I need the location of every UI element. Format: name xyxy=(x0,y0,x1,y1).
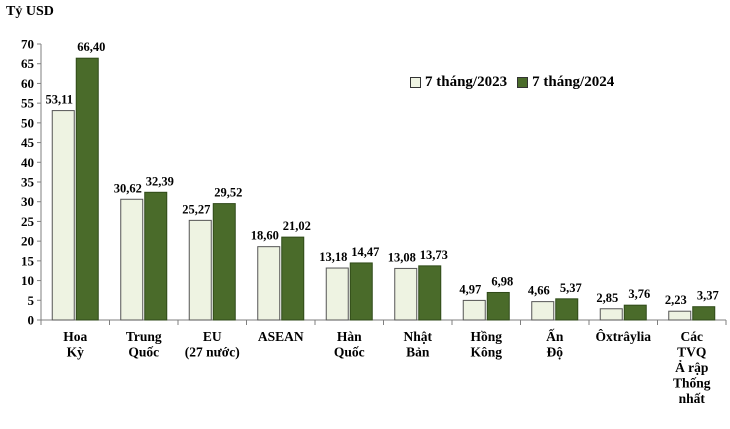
bar-value-label: 30,62 xyxy=(114,181,142,195)
bar xyxy=(257,246,281,321)
bar xyxy=(325,267,349,321)
bar xyxy=(394,267,418,321)
bar-value-label: 18,60 xyxy=(251,229,279,243)
y-tick-label: 50 xyxy=(21,115,34,130)
bar xyxy=(668,310,692,321)
bar xyxy=(599,308,623,321)
bar xyxy=(51,110,75,321)
bar-value-label: 32,39 xyxy=(146,174,174,188)
y-axis-unit-label: Tỷ USD xyxy=(6,4,54,19)
legend-label-2023: 7 tháng/2023 xyxy=(425,74,508,90)
x-category-label: (27 nước) xyxy=(185,345,240,360)
bar xyxy=(418,265,442,321)
bar-value-label: 4,66 xyxy=(528,284,550,298)
x-category-label: Nhật xyxy=(403,329,432,344)
x-category-label: EU xyxy=(203,329,222,344)
bar-value-label: 13,08 xyxy=(388,250,416,264)
legend-swatch-2023 xyxy=(410,77,421,88)
bar-value-label: 2,23 xyxy=(665,293,687,307)
bar xyxy=(531,301,555,321)
x-category-label: Hàn xyxy=(337,329,362,344)
x-category-label: TVQ xyxy=(677,345,706,360)
x-category-label: Hoa xyxy=(63,329,87,344)
x-category-label: Bản xyxy=(406,345,430,360)
legend-item-2023: 7 tháng/2023 xyxy=(410,74,507,91)
x-category-label: ASEAN xyxy=(258,329,304,344)
bar-value-label: 2,85 xyxy=(596,291,618,305)
bar-value-label: 14,47 xyxy=(351,245,379,259)
x-category-label: Hồng xyxy=(470,329,502,344)
bar-value-label: 4,97 xyxy=(459,282,481,296)
bar-value-label: 25,27 xyxy=(182,202,210,216)
bar xyxy=(623,304,647,321)
x-category-label: Ôxtrâylia xyxy=(596,329,652,344)
x-category-label: Quốc xyxy=(334,345,365,360)
bar-value-label: 6,98 xyxy=(491,274,513,288)
y-tick-label: 55 xyxy=(21,96,35,111)
y-tick-label: 65 xyxy=(21,56,35,71)
bar-value-label: 29,52 xyxy=(214,186,242,200)
y-tick-label: 30 xyxy=(21,194,34,209)
bar xyxy=(281,236,305,321)
y-tick-label: 5 xyxy=(28,293,35,308)
chart-legend: 7 tháng/2023 7 tháng/2024 xyxy=(410,74,624,91)
bar-value-label: 66,40 xyxy=(77,40,105,54)
bar xyxy=(555,298,579,321)
bar xyxy=(144,191,168,321)
x-category-label: Thống xyxy=(673,376,711,391)
bar-value-label: 13,18 xyxy=(319,250,347,264)
x-category-label: Ả rập xyxy=(675,360,708,375)
x-category-label: Quốc xyxy=(128,345,159,360)
y-tick-label: 0 xyxy=(28,313,35,328)
bar-value-label: 3,76 xyxy=(628,287,650,301)
legend-item-2024: 7 tháng/2024 xyxy=(517,74,614,91)
legend-swatch-2024 xyxy=(517,77,529,88)
x-category-label: Độ xyxy=(547,345,564,360)
bar xyxy=(462,299,486,321)
bar xyxy=(188,219,212,321)
y-tick-label: 35 xyxy=(21,175,35,190)
y-tick-label: 60 xyxy=(21,76,34,91)
bar xyxy=(486,291,510,321)
bar xyxy=(120,198,144,321)
bar-value-label: 5,37 xyxy=(560,281,582,295)
bar xyxy=(75,57,99,321)
bar xyxy=(212,203,236,321)
y-tick-label: 15 xyxy=(21,253,35,268)
legend-label-2024: 7 tháng/2024 xyxy=(532,74,615,90)
bar-value-label: 13,73 xyxy=(420,248,448,262)
x-category-label: nhất xyxy=(679,391,706,406)
x-category-label: Các xyxy=(681,329,704,344)
y-tick-label: 45 xyxy=(21,135,35,150)
bar-value-label: 21,02 xyxy=(283,219,311,233)
bar-value-label: 53,11 xyxy=(46,93,73,107)
x-category-label: Trung xyxy=(126,329,162,344)
y-tick-label: 20 xyxy=(21,234,34,249)
x-category-label: Kỳ xyxy=(67,345,85,360)
x-category-label: Kông xyxy=(470,345,502,360)
x-category-label: Ấn xyxy=(546,329,564,344)
bar-value-label: 3,37 xyxy=(697,289,719,303)
bar xyxy=(692,306,716,321)
y-tick-label: 70 xyxy=(21,37,34,52)
y-tick-label: 40 xyxy=(21,155,34,170)
y-tick-label: 25 xyxy=(21,214,35,229)
bar xyxy=(349,262,373,321)
y-tick-label: 10 xyxy=(21,273,34,288)
